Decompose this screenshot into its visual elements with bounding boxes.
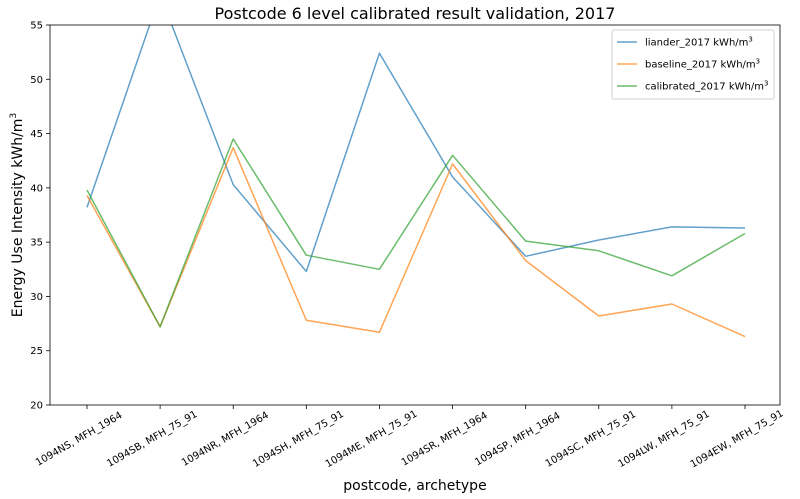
y-axis: 20 25 30 35 40 45 50 55: [30, 21, 50, 412]
y-tick-label: 20: [30, 401, 43, 412]
y-tick-label: 30: [30, 292, 43, 303]
y-tick-label: 35: [30, 238, 43, 249]
legend-label-text: calibrated_2017 kWh/m: [645, 82, 764, 93]
series-line-0: [86, 25, 746, 273]
series-line-1: [86, 146, 746, 338]
y-tick-label: 50: [30, 75, 43, 86]
legend-frame: [611, 29, 775, 100]
legend-label-1: baseline_2017 kWh/m3: [645, 58, 760, 71]
series-layer: [86, 25, 746, 338]
legend-label-0: liander_2017 kWh/m3: [645, 36, 753, 49]
chart-title: Postcode 6 level calibrated result valid…: [215, 4, 616, 23]
legend-label-sup: 3: [756, 58, 760, 66]
y-axis-label: Energy Use Intensity kWh/m3: [9, 113, 26, 317]
series-line-2: [86, 138, 746, 328]
y-axis-label-sup: 3: [9, 113, 19, 119]
legend-label-2: calibrated_2017 kWh/m3: [645, 80, 768, 93]
y-tick-label: 40: [30, 183, 43, 194]
legend-label-text: baseline_2017 kWh/m: [645, 60, 756, 71]
y-tick-label: 25: [30, 346, 43, 357]
y-tick-label: 45: [30, 129, 43, 140]
y-tick-label: 55: [30, 21, 43, 32]
legend-label-sup: 3: [764, 80, 768, 88]
x-axis-label: postcode, archetype: [343, 478, 486, 494]
legend-label-sup: 3: [748, 36, 752, 44]
legend-label-text: liander_2017 kWh/m: [645, 38, 748, 49]
plot-frame: [49, 24, 781, 406]
y-axis-label-text: Energy Use Intensity kWh/m: [10, 119, 26, 318]
